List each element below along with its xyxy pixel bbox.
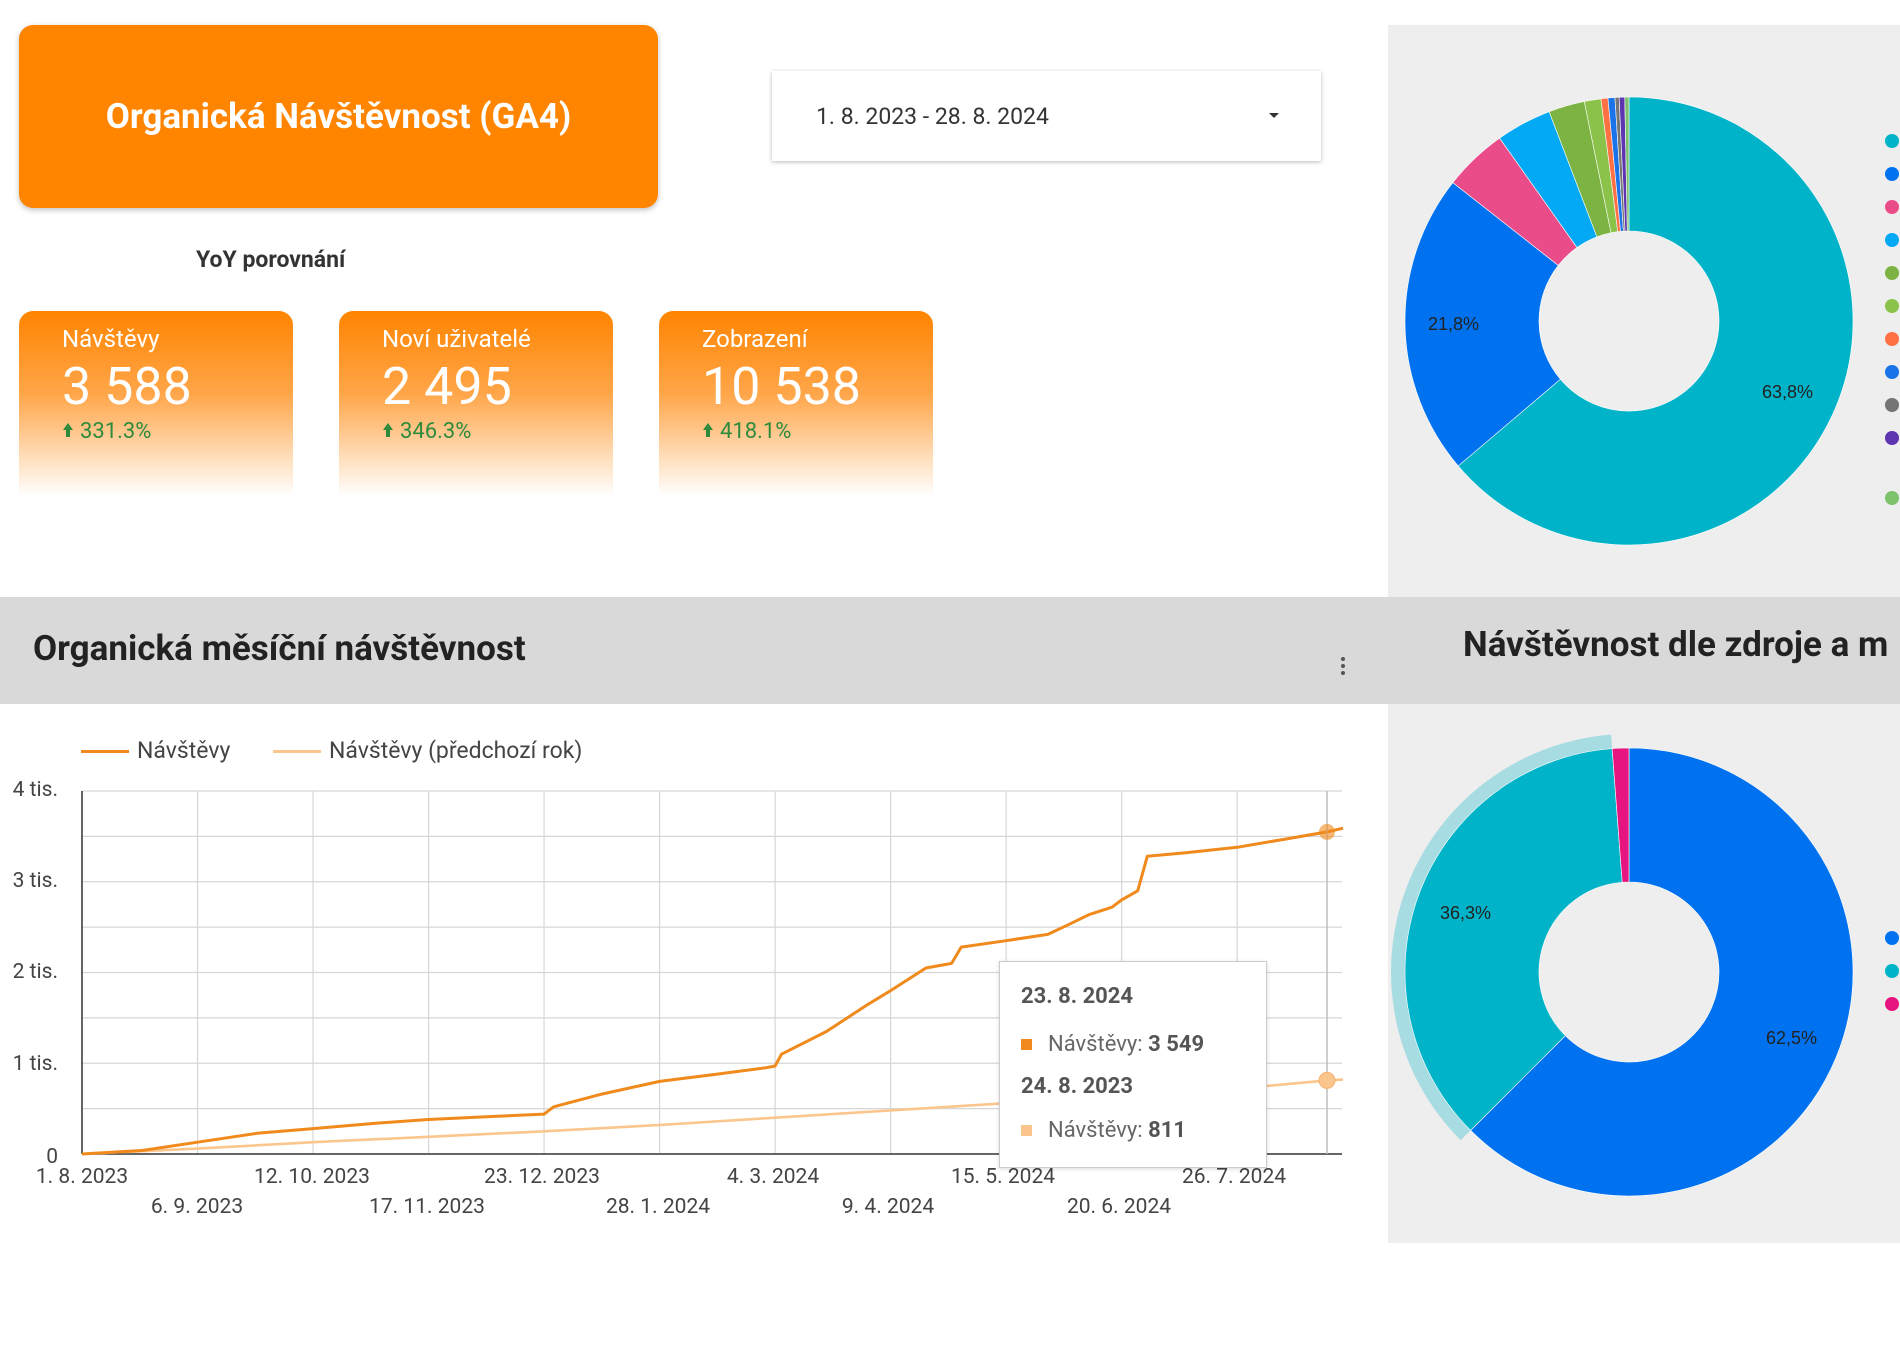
legend-swatch-previous bbox=[273, 750, 321, 753]
donut-slice bbox=[1611, 747, 1630, 883]
report-title: Organická Návštěvnost (GA4) bbox=[105, 96, 572, 137]
section-header bbox=[0, 597, 1900, 704]
tooltip-date-previous: 24. 8. 2023 bbox=[1021, 1074, 1134, 1099]
report-title-card: Organická Návštěvnost (GA4) bbox=[19, 25, 658, 208]
legend-label-current: Návštěvy bbox=[137, 737, 231, 764]
series-swatch bbox=[1021, 1039, 1032, 1050]
arrow-up-icon bbox=[703, 423, 713, 437]
x-tick-label: 4. 3. 2024 bbox=[726, 1165, 820, 1189]
yoy-label: YoY porovnání bbox=[196, 246, 346, 273]
kpi-value: 10 538 bbox=[702, 356, 862, 417]
x-tick-label: 9. 4. 2024 bbox=[841, 1195, 935, 1219]
kpi-change: 418.1% bbox=[702, 419, 791, 444]
x-tick-label: 28. 1. 2024 bbox=[605, 1195, 711, 1219]
slice-highlight bbox=[1391, 734, 1613, 1141]
legend-swatch-current bbox=[81, 750, 129, 753]
source-donut-chart-bottom[interactable]: 62,5% 36,3% bbox=[1388, 704, 1900, 1243]
kpi-value: 2 495 bbox=[382, 356, 512, 417]
donut-slice bbox=[1624, 96, 1630, 232]
y-tick-label: 1 tis. bbox=[12, 1052, 58, 1076]
date-range-picker[interactable]: 1. 8. 2023 - 28. 8. 2024 bbox=[772, 71, 1321, 161]
y-tick-label: 2 tis. bbox=[12, 960, 58, 984]
x-tick-label: 6. 9. 2023 bbox=[150, 1195, 244, 1219]
legend-dot bbox=[1885, 332, 1899, 346]
legend-dot bbox=[1885, 200, 1899, 214]
legend-dot bbox=[1885, 134, 1899, 148]
x-tick-label: 20. 6. 2024 bbox=[1066, 1195, 1172, 1219]
kpi-card-new-users: Noví uživatelé 2 495 346.3% bbox=[339, 311, 613, 496]
dropdown-caret-icon bbox=[1269, 113, 1279, 118]
legend-dot bbox=[1885, 931, 1899, 945]
donut-slice bbox=[1404, 748, 1623, 1131]
y-tick-label: 4 tis. bbox=[12, 778, 58, 802]
x-tick-label: 26. 7. 2024 bbox=[1181, 1165, 1287, 1189]
slice-label: 36,3% bbox=[1440, 903, 1491, 923]
slice-label: 21,8% bbox=[1428, 314, 1479, 334]
legend-label-previous: Návštěvy (předchozí rok) bbox=[329, 737, 583, 764]
series-swatch bbox=[1021, 1125, 1032, 1136]
chart-markers bbox=[1318, 791, 1336, 1154]
x-tick-label: 15. 5. 2024 bbox=[950, 1165, 1056, 1189]
more-options-icon[interactable] bbox=[1336, 654, 1350, 684]
chart-tooltip: 23. 8. 2024 Návštěvy: 3 549 24. 8. 2023 … bbox=[999, 961, 1267, 1168]
legend-dot bbox=[1885, 299, 1899, 313]
tooltip-date-current: 23. 8. 2024 bbox=[1021, 984, 1134, 1009]
kpi-change: 331.3% bbox=[62, 419, 151, 444]
arrow-up-icon bbox=[383, 423, 393, 437]
kpi-card-visits: Návštěvy 3 588 331.3% bbox=[19, 311, 293, 496]
legend-dot bbox=[1885, 167, 1899, 181]
x-tick-label: 1. 8. 2023 bbox=[35, 1165, 129, 1189]
donut-slice bbox=[1470, 747, 1854, 1197]
x-tick-label: 17. 11. 2023 bbox=[369, 1195, 485, 1219]
donut-slice bbox=[1457, 96, 1854, 546]
kpi-value: 3 588 bbox=[62, 356, 192, 417]
date-range-value: 1. 8. 2023 - 28. 8. 2024 bbox=[816, 103, 1049, 130]
hover-point-current bbox=[1319, 823, 1335, 840]
kpi-card-pageviews: Zobrazení 10 538 418.1% bbox=[659, 311, 933, 496]
x-tick-label: 23. 12. 2023 bbox=[484, 1165, 600, 1189]
series-line-current bbox=[81, 826, 1344, 1156]
slice-label: 62,5% bbox=[1766, 1028, 1817, 1048]
donut-slice bbox=[1404, 182, 1561, 467]
legend-dot bbox=[1885, 491, 1899, 505]
y-tick-label: 0 bbox=[46, 1145, 58, 1169]
line-chart-title: Organická měsíční návštěvnost bbox=[33, 628, 526, 669]
legend-dot bbox=[1885, 964, 1899, 978]
legend-dot bbox=[1885, 365, 1899, 379]
kpi-label: Zobrazení bbox=[702, 325, 808, 353]
source-donut-chart-top[interactable]: 63,8% 21,8% bbox=[1388, 25, 1900, 597]
source-medium-title: Návštěvnost dle zdroje a m bbox=[1463, 624, 1889, 665]
legend-dot bbox=[1885, 431, 1899, 445]
kpi-change: 346.3% bbox=[382, 419, 471, 444]
legend-dot bbox=[1885, 233, 1899, 247]
kpi-label: Noví uživatelé bbox=[382, 325, 531, 353]
kpi-label: Návštěvy bbox=[62, 325, 160, 353]
legend-dot bbox=[1885, 266, 1899, 280]
legend-dot bbox=[1885, 997, 1899, 1011]
tooltip-row-previous: Návštěvy: 811 bbox=[1021, 1118, 1186, 1143]
arrow-up-icon bbox=[63, 423, 73, 437]
tooltip-row-current: Návštěvy: 3 549 bbox=[1021, 1032, 1204, 1057]
x-tick-label: 12. 10. 2023 bbox=[254, 1165, 370, 1189]
hover-point-previous bbox=[1318, 1071, 1336, 1089]
y-tick-label: 3 tis. bbox=[12, 869, 58, 893]
legend-dot bbox=[1885, 398, 1899, 412]
slice-label: 63,8% bbox=[1762, 382, 1813, 402]
